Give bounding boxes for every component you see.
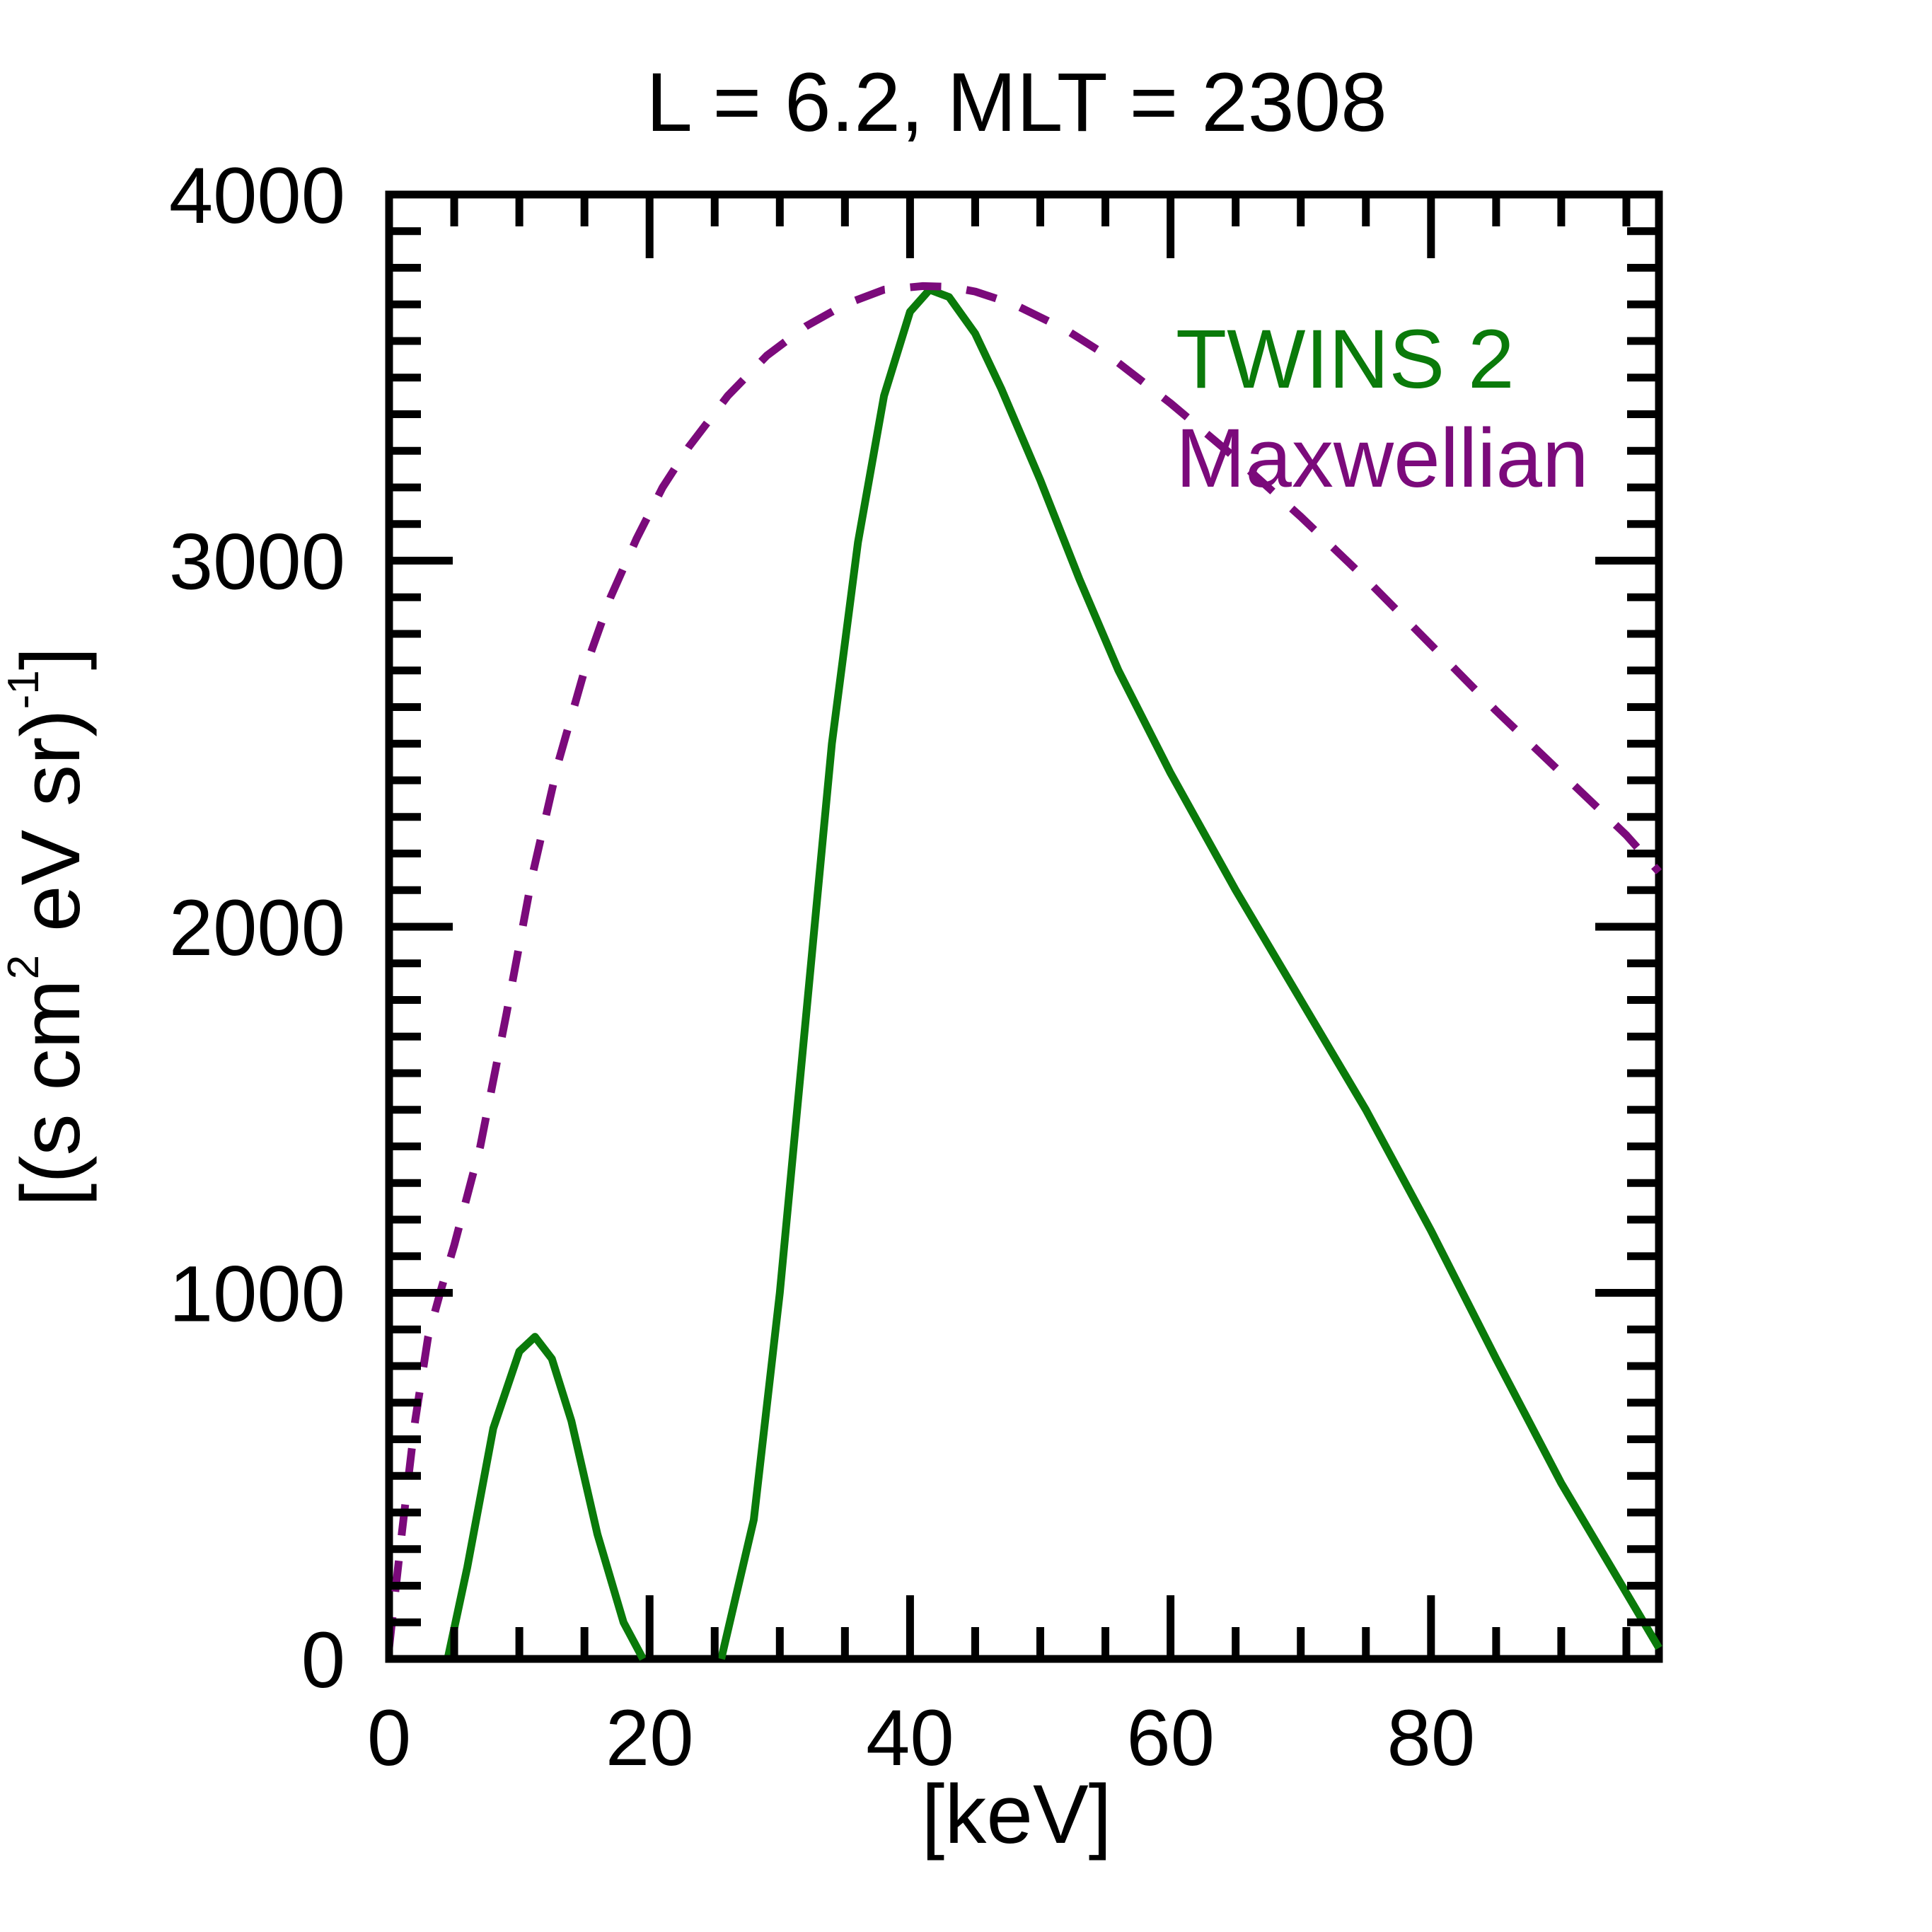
- series-line-twins-2-segment-2: [717, 286, 1662, 1660]
- y-axis-label-sup1: 2: [0, 955, 48, 979]
- series-line-twins-2-segment-1: [444, 1333, 647, 1661]
- x-tick-label-20: 20: [606, 1694, 694, 1782]
- x-tick-label-0: 0: [367, 1694, 411, 1782]
- y-tick-label-0: 0: [301, 1616, 345, 1704]
- y-axis-label-post: ]: [4, 647, 98, 670]
- y-tick-label-3000: 3000: [169, 518, 345, 606]
- x-tick-label-80: 80: [1387, 1694, 1476, 1782]
- chart-title: L = 6.2, MLT = 2308: [646, 56, 1387, 149]
- axis-ticks: [385, 190, 1659, 1663]
- legend-entry-twins-2: TWINS 2: [1176, 313, 1515, 406]
- legend-entry-maxwellian: Maxwellian: [1176, 412, 1589, 505]
- x-tick-label-60: 60: [1126, 1694, 1215, 1782]
- y-axis-label-mid: eV sr): [4, 709, 98, 955]
- tick-labels: 0 20 40 60 80 0 1000 2000 3000 4000: [169, 151, 1475, 1782]
- series-line-maxwellian-segment-1: [385, 282, 1662, 1649]
- y-axis-label-sup2: -1: [0, 670, 48, 709]
- y-tick-label-2000: 2000: [169, 884, 345, 972]
- y-tick-label-4000: 4000: [169, 151, 345, 240]
- x-tick-label-40: 40: [866, 1694, 954, 1782]
- y-tick-label-1000: 1000: [169, 1250, 345, 1338]
- x-axis-label: [keV]: [922, 1768, 1112, 1861]
- series-layer: [385, 282, 1662, 1661]
- y-axis-label-pre: [(s cm: [4, 979, 98, 1206]
- y-axis-label: [(s cm2 eV sr)-1]: [0, 647, 98, 1206]
